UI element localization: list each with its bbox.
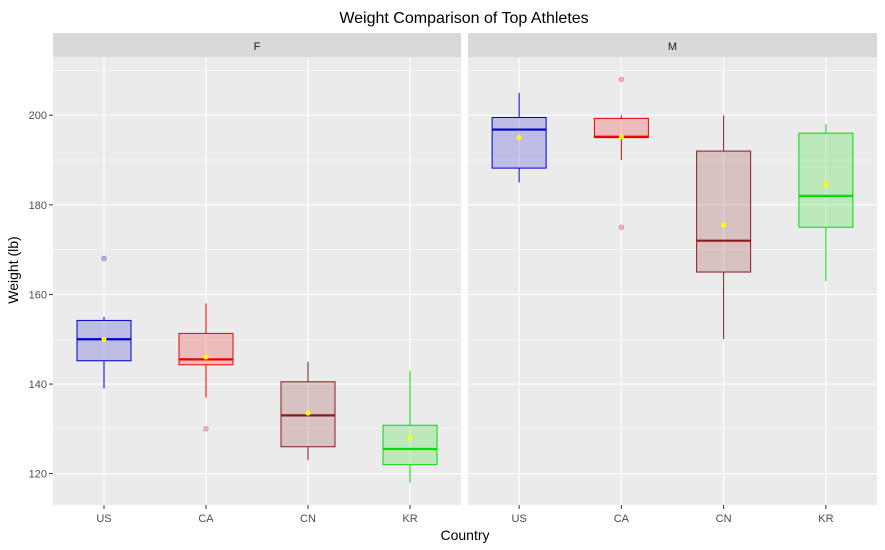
facet-strip xyxy=(468,33,877,57)
facet-panel-f: F US CA CN KR xyxy=(53,33,461,525)
x-tick-label-ca: CA xyxy=(198,513,214,525)
boxplot-f-ca xyxy=(178,303,234,432)
boxplot-f-cn xyxy=(280,361,336,461)
boxplot-f-kr xyxy=(382,370,438,483)
x-tick-label-cn: CN xyxy=(716,513,732,525)
chart-title: Weight Comparison of Top Athletes xyxy=(339,10,588,27)
x-tick-label-cn: CN xyxy=(300,513,316,525)
y-tick-label: 200 xyxy=(29,110,47,122)
boxplot-m-kr xyxy=(798,124,854,281)
panel-background xyxy=(468,57,877,505)
y-tick-label: 160 xyxy=(29,289,47,301)
outlier-point xyxy=(618,76,625,83)
x-axis-title: Country xyxy=(440,527,489,543)
boxplot-m-us xyxy=(491,92,547,183)
facet-strip-label: M xyxy=(668,41,677,53)
outlier-point xyxy=(618,224,625,230)
box-iqr xyxy=(382,424,438,466)
mean-point xyxy=(618,134,624,140)
outlier-point xyxy=(101,255,107,262)
mean-point xyxy=(721,222,727,228)
mean-point xyxy=(203,354,209,360)
facet-strip-label: F xyxy=(254,41,261,53)
facet-panels: 120 140 160 180 200 F US CA CN KR M US CA CN KR xyxy=(29,33,877,525)
mean-point xyxy=(101,336,107,342)
box-iqr xyxy=(696,150,752,273)
box-iqr xyxy=(491,116,547,169)
y-tick-label: 120 xyxy=(29,469,47,481)
y-axis-title: Weight (lb) xyxy=(5,236,21,303)
boxplot-f-us xyxy=(76,255,132,389)
x-tick-label-kr: KR xyxy=(402,513,417,525)
x-tick-label-us: US xyxy=(96,513,111,525)
outlier-point xyxy=(203,426,209,432)
x-tick-label-us: US xyxy=(511,513,526,525)
y-tick-label: 180 xyxy=(29,200,47,212)
facet-strip xyxy=(53,33,461,57)
x-tick-label-ca: CA xyxy=(614,513,630,525)
mean-point xyxy=(305,410,311,416)
mean-point xyxy=(407,435,413,441)
mean-point xyxy=(516,135,522,141)
box-iqr xyxy=(798,132,854,228)
boxplot-m-cn xyxy=(696,115,752,340)
panel-background xyxy=(53,57,461,505)
mean-point xyxy=(823,182,829,188)
x-tick-label-kr: KR xyxy=(818,513,833,525)
y-tick-label: 140 xyxy=(29,379,47,391)
boxplot-m-ca xyxy=(593,76,649,230)
facet-panel-m: M US CA CN KR xyxy=(468,33,877,525)
